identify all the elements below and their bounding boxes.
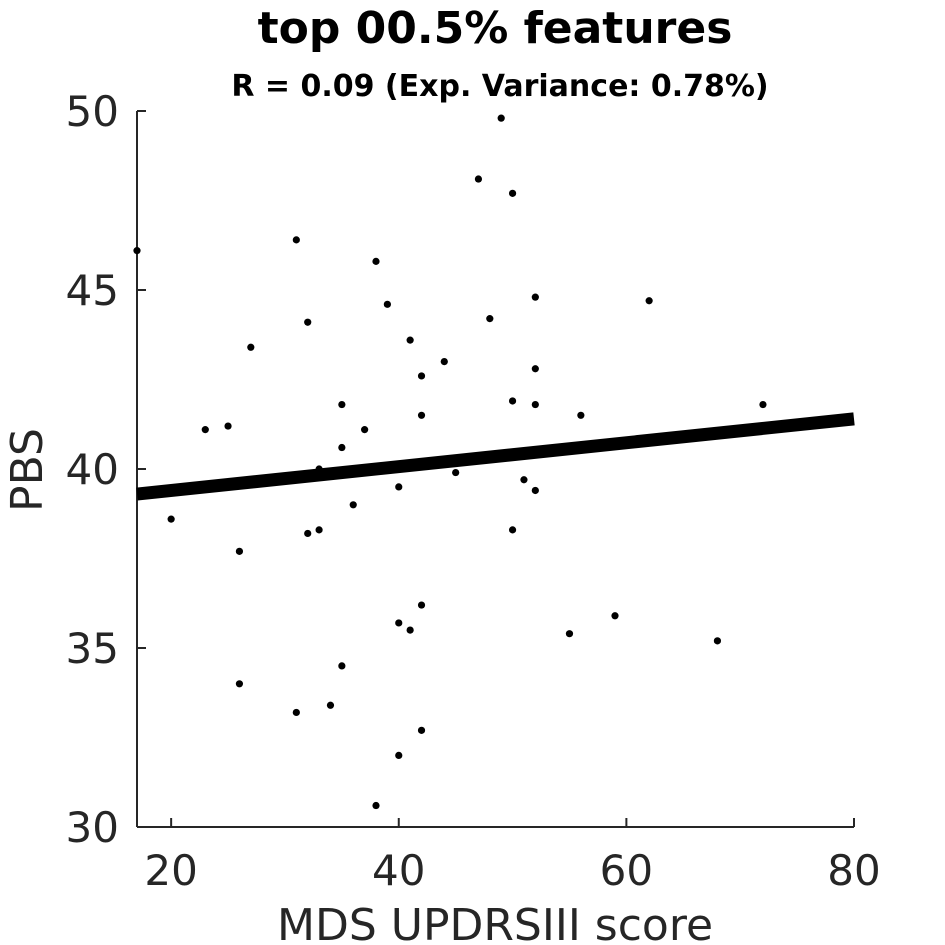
data-point [315,526,323,534]
x-tick-label: 40 [372,846,425,895]
data-point [497,114,505,122]
data-points [133,114,767,810]
data-point [361,426,369,434]
data-point [395,619,403,627]
data-point [531,486,539,495]
regression-line [136,412,855,501]
chart-subtitle: R = 0.09 (Exp. Variance: 0.78%) [231,69,768,104]
data-point [247,343,255,351]
x-tick-label: 20 [144,846,197,895]
data-point [577,411,585,419]
y-tick-label: 35 [66,624,119,673]
data-point [508,526,517,534]
y-tick-label: 45 [66,266,119,315]
data-point [417,411,426,419]
data-point [292,236,300,244]
data-point [338,400,346,409]
data-point [474,175,483,183]
data-point [395,751,403,760]
data-point [235,680,244,688]
data-point [417,601,426,609]
data-point [304,318,312,326]
x-axis-label: MDS UPDRSIII score [277,900,713,945]
data-point [292,708,300,717]
data-point [611,612,619,620]
data-point [349,501,357,509]
data-point [235,547,244,555]
data-point [133,247,141,255]
data-point [452,468,460,477]
data-point [440,358,448,366]
data-point [565,630,574,638]
data-point [338,443,346,452]
data-point [486,315,494,323]
data-point [406,626,414,634]
data-point [417,726,426,734]
y-tick-label: 50 [66,87,119,136]
y-tick-label: 30 [66,803,119,852]
data-point [417,372,426,380]
data-point [224,422,232,430]
data-point [759,400,767,409]
data-point [713,637,722,645]
data-point [338,662,346,670]
data-point [531,293,539,301]
data-point [531,365,539,373]
data-point [508,397,517,405]
data-point [520,476,528,484]
data-point [508,189,517,197]
data-point [531,400,539,409]
x-tick-label: 60 [600,846,653,895]
regression-line-group [136,412,855,501]
data-point [372,801,380,810]
data-point [326,701,335,709]
data-point [645,297,653,305]
x-tick-label: 80 [827,846,880,895]
data-point [406,336,414,344]
data-point [304,529,312,538]
data-point [201,426,209,434]
data-point [383,300,391,308]
y-tick-label: 40 [66,445,119,494]
chart-title: top 00.5% features [258,3,733,54]
data-point [395,483,403,491]
data-point [167,515,175,523]
y-axis-label: PBS [2,428,53,512]
data-point [372,257,380,265]
axes: 30 35 40 45 50 20 40 60 80 [66,87,881,895]
